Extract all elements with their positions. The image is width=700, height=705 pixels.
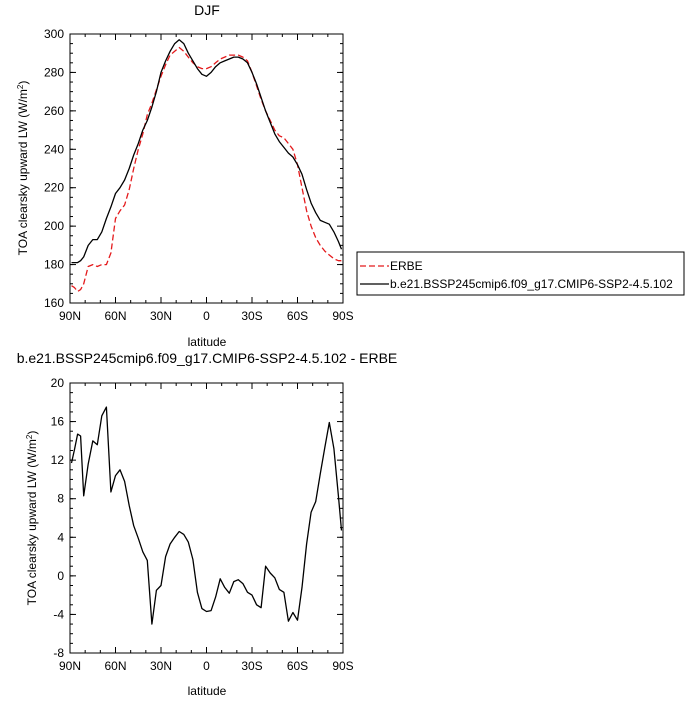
top-series-line-0 <box>71 46 342 293</box>
bottom-y-tick-label: 12 <box>51 453 65 467</box>
bottom-y-axis-label-sup: 2 <box>25 434 34 439</box>
legend-label-erbe: ERBE <box>390 259 423 273</box>
bottom-y-tick-label: -8 <box>53 646 64 660</box>
top-panel: DJF 90N 60N 30N 0 30S 60S 90S 160 180 200 220 240 26… <box>16 2 685 349</box>
legend: ERBE b.e21.BSSP245cmip6.f09_g17.CMIP6-SS… <box>356 251 685 296</box>
bottom-y-tick-label: 16 <box>51 415 65 429</box>
top-y-tick-label: 160 <box>44 296 64 310</box>
bottom-x-tick-label: 30S <box>241 659 262 673</box>
top-y-tick-label: 300 <box>44 27 64 41</box>
top-x-tick-label: 30S <box>241 309 262 323</box>
bottom-x-tick-label: 60S <box>287 659 308 673</box>
bottom-x-tick-label: 30N <box>150 659 172 673</box>
top-x-tick-label: 60S <box>287 309 308 323</box>
bottom-series-lines <box>70 406 343 625</box>
top-x-tick-label: 60N <box>104 309 126 323</box>
top-y-tick-label: 240 <box>44 142 64 156</box>
top-series-line-1 <box>71 39 343 264</box>
top-x-tick-label: 90N <box>59 309 81 323</box>
legend-label-model: b.e21.BSSP245cmip6.f09_g17.CMIP6-SSP2-4.… <box>390 277 673 291</box>
bottom-y-axis-label: TOA clearsky upward LW (W/m2) <box>25 431 40 606</box>
top-y-axis-label-sup: 2 <box>16 84 25 89</box>
bottom-y-tick-label: 0 <box>57 569 64 583</box>
legend-box <box>356 251 685 296</box>
top-x-tick-label: 0 <box>203 309 210 323</box>
top-series-lines <box>71 39 343 293</box>
top-y-tick-label: 260 <box>44 104 64 118</box>
top-x-tick-label: 90S <box>332 309 353 323</box>
top-y-tick-label: 220 <box>44 181 64 195</box>
bottom-x-tick-label: 0 <box>203 659 210 673</box>
top-y-axis-label-main: TOA clearsky upward LW (W/m <box>16 89 30 255</box>
bottom-y-axis-label-main: TOA clearsky upward LW (W/m <box>25 439 39 605</box>
bottom-y-axis-label-end: ) <box>25 431 39 435</box>
bottom-chart-title: b.e21.BSSP245cmip6.f09_g17.CMIP6-SSP2-4.… <box>17 350 398 366</box>
top-x-axis-label: latitude <box>188 335 227 349</box>
top-y-tick-label: 200 <box>44 219 64 233</box>
bottom-axis-ticks: 90N 60N 30N 0 30S 60S 90S -8 -4 0 4 8 12 16 20 <box>51 376 354 673</box>
bottom-y-tick-label: -4 <box>53 607 64 621</box>
bottom-panel: b.e21.BSSP245cmip6.f09_g17.CMIP6-SSP2-4.… <box>17 350 398 698</box>
bottom-x-tick-label: 60N <box>104 659 126 673</box>
bottom-series-line-0 <box>70 406 343 625</box>
bottom-y-tick-label: 4 <box>57 530 64 544</box>
top-y-axis-label-end: ) <box>16 81 30 85</box>
top-plot-frame <box>69 33 344 304</box>
top-x-tick-label: 30N <box>150 309 172 323</box>
bottom-plot-frame <box>69 382 344 654</box>
bottom-x-axis-label: latitude <box>188 684 227 698</box>
bottom-y-tick-label: 8 <box>57 492 64 506</box>
top-y-axis-label: TOA clearsky upward LW (W/m2) <box>16 81 31 256</box>
top-axis-ticks: 90N 60N 30N 0 30S 60S 90S 160 180 200 220 240 260 280… <box>44 27 354 323</box>
top-chart-title: DJF <box>194 2 220 18</box>
bottom-y-tick-label: 20 <box>51 376 65 390</box>
top-y-tick-label: 280 <box>44 65 64 79</box>
top-y-tick-label: 180 <box>44 258 64 272</box>
bottom-x-tick-label: 90S <box>332 659 353 673</box>
bottom-x-tick-label: 90N <box>59 659 81 673</box>
